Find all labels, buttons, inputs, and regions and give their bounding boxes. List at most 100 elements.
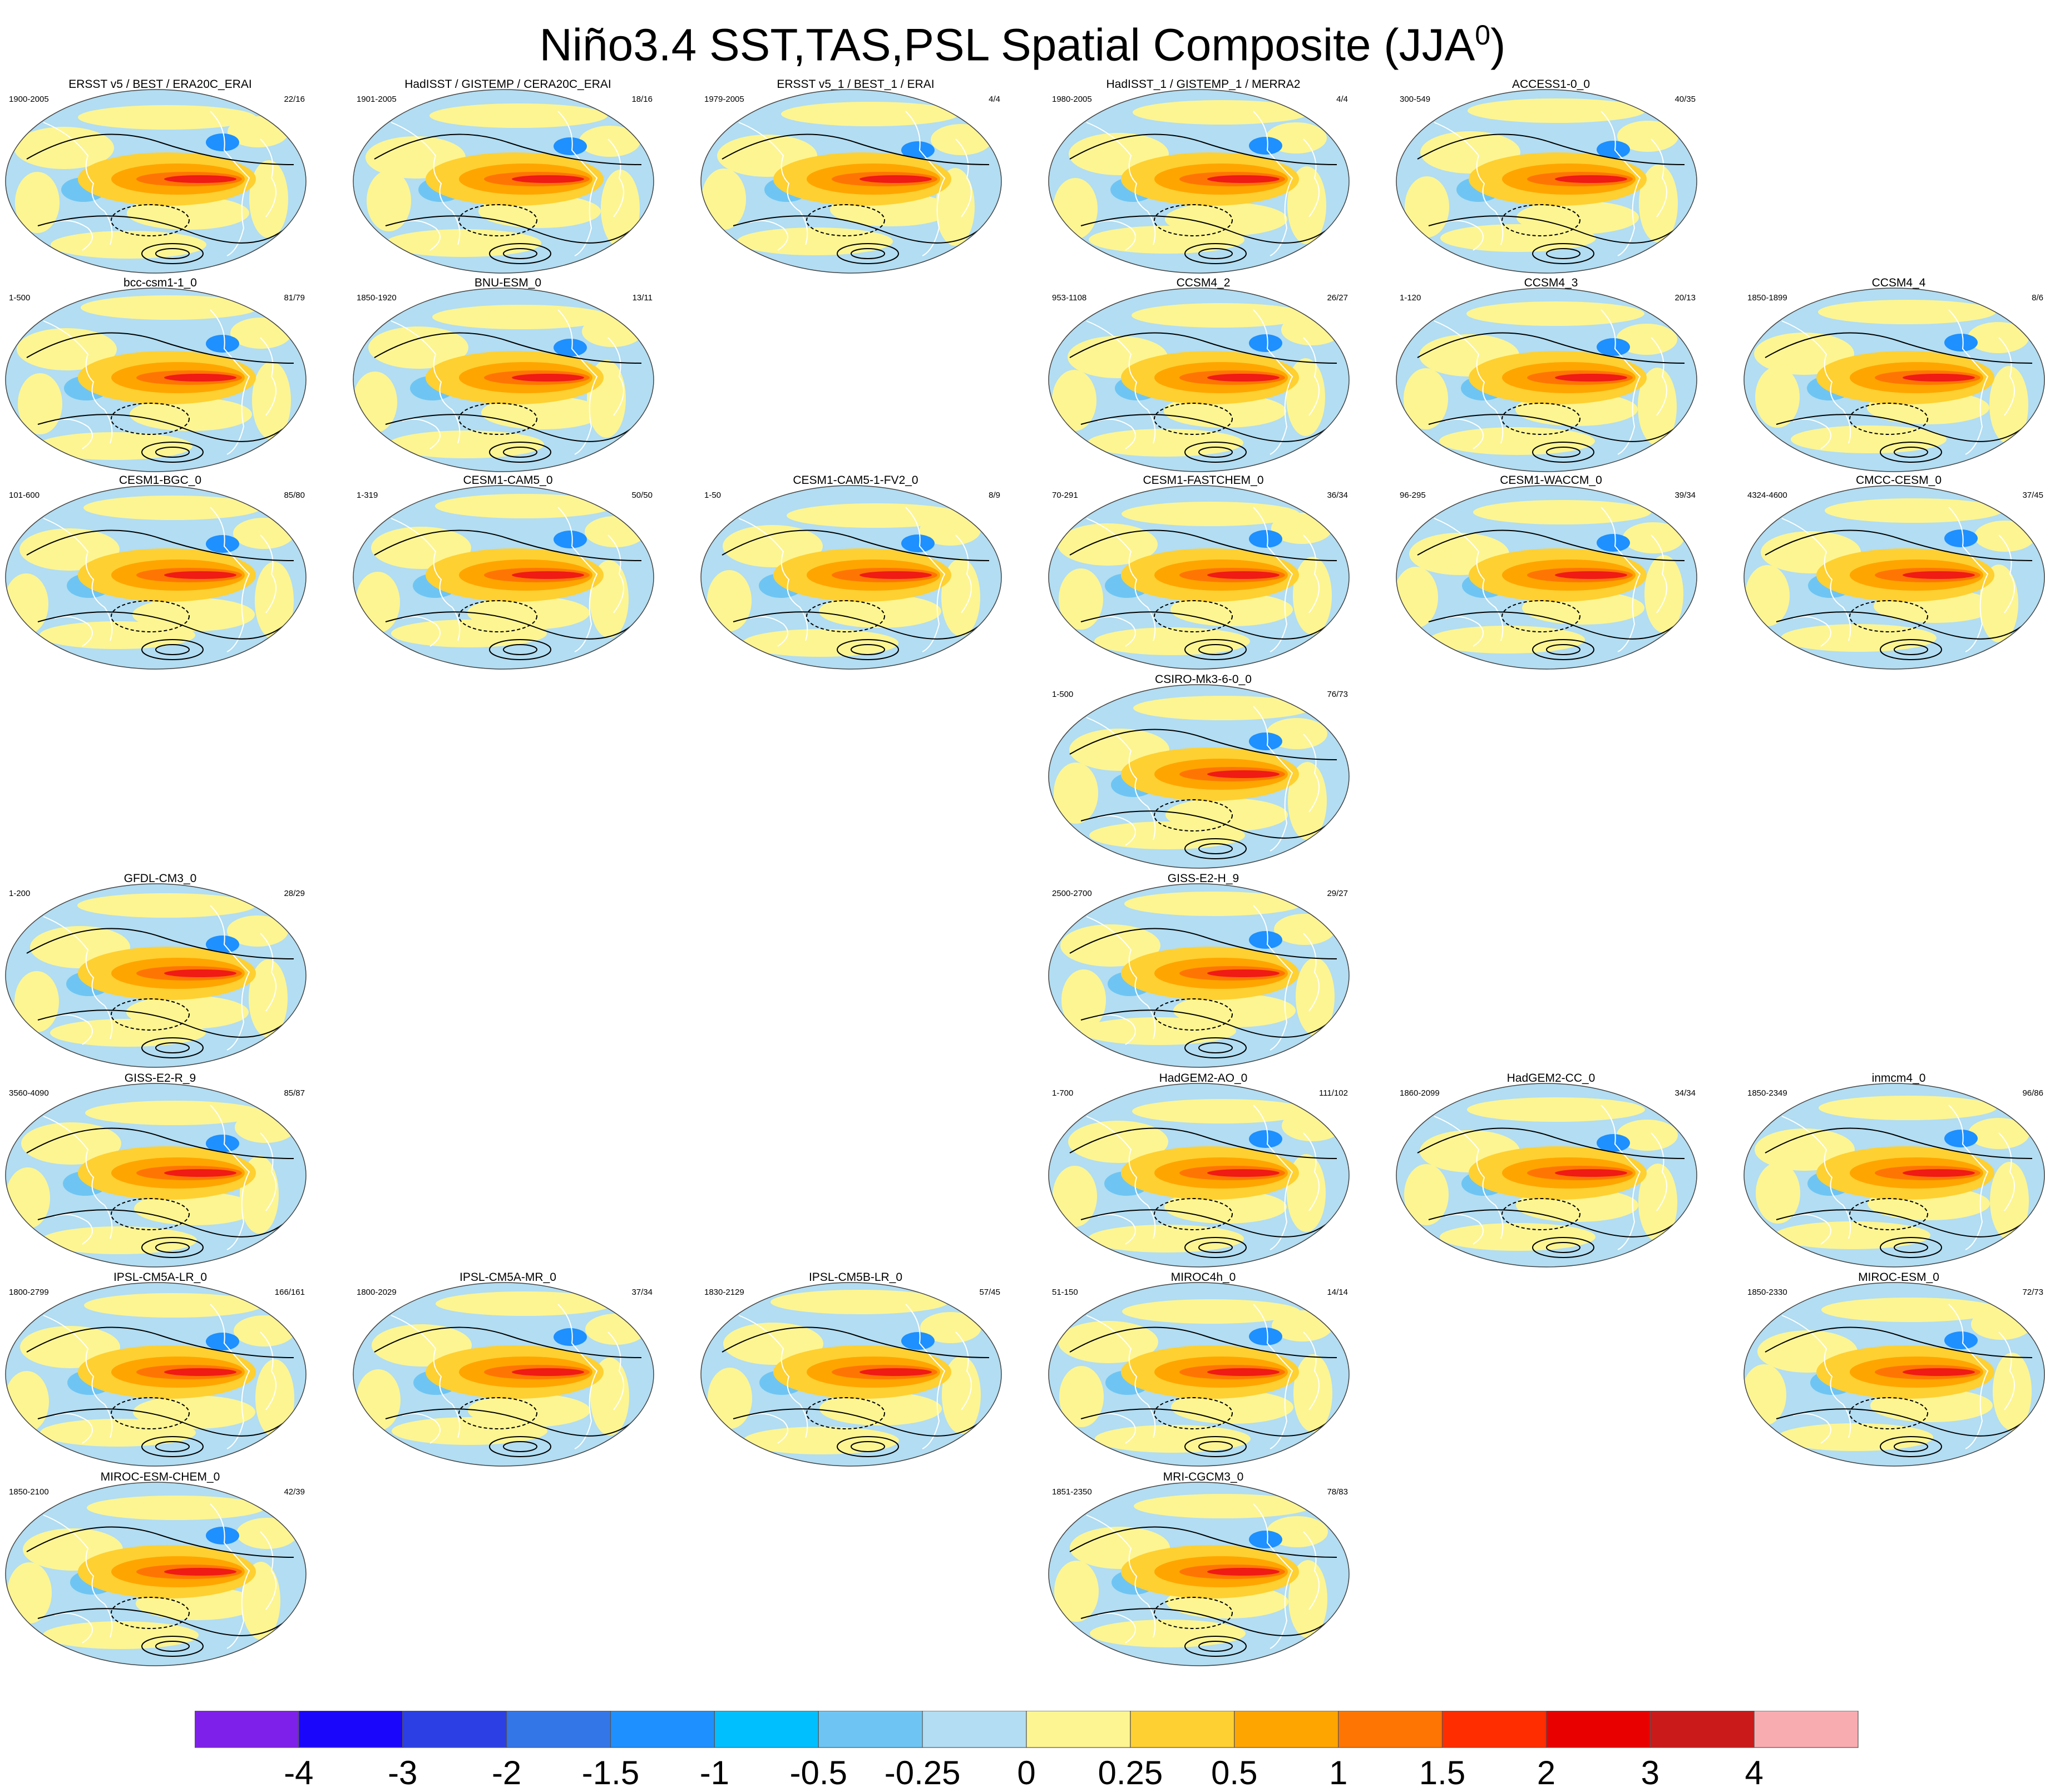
panel-title: CSIRO-Mk3-6-0_0 bbox=[1155, 673, 1252, 686]
psl-contour bbox=[1184, 838, 1247, 859]
panel-count: 26/27 bbox=[1327, 293, 1348, 303]
panel-count: 40/35 bbox=[1674, 95, 1696, 104]
coastline bbox=[1792, 418, 1831, 449]
anomaly-region bbox=[819, 1392, 942, 1425]
enso-tongue bbox=[164, 969, 236, 977]
coastline bbox=[1097, 1014, 1136, 1045]
psl-contour bbox=[851, 1441, 885, 1452]
coastline bbox=[1086, 122, 1156, 245]
coastline bbox=[1303, 337, 1320, 416]
coastline bbox=[1097, 616, 1136, 647]
anomaly-region bbox=[941, 558, 980, 636]
anomaly-region bbox=[1133, 100, 1311, 125]
coastline bbox=[1434, 1116, 1504, 1239]
psl-contour bbox=[141, 1636, 204, 1657]
panel-title: IPSL-CM5B-LR_0 bbox=[808, 1271, 903, 1284]
panel-years: 70-291 bbox=[1052, 491, 1078, 500]
anomaly-region bbox=[1990, 1162, 2029, 1240]
psl-contour-negative bbox=[111, 403, 190, 435]
coastline bbox=[1086, 916, 1156, 1039]
enso-tongue bbox=[1207, 1568, 1280, 1576]
psl-contour-negative bbox=[806, 204, 885, 236]
anomaly-region bbox=[81, 295, 259, 320]
psl-contour bbox=[1184, 1037, 1247, 1058]
coastline bbox=[402, 616, 441, 647]
map-globe bbox=[1048, 883, 1350, 1068]
anomaly-region bbox=[132, 598, 255, 631]
map-globe bbox=[5, 1083, 307, 1268]
colorbar-tick-label: -3 bbox=[388, 1754, 417, 1789]
anomaly-region bbox=[1825, 498, 2003, 523]
map-outline bbox=[1743, 1282, 2045, 1467]
psl-contour bbox=[1428, 215, 1685, 244]
coastline bbox=[1253, 1105, 1293, 1250]
psl-contour bbox=[1546, 644, 1580, 655]
psl-contour-negative bbox=[1154, 600, 1233, 632]
colorbar-tick-label: -0.25 bbox=[885, 1754, 961, 1789]
panel-count: 18/16 bbox=[631, 95, 653, 104]
anomaly-region bbox=[1466, 301, 1644, 326]
map-globe bbox=[353, 288, 654, 472]
psl-contour bbox=[1532, 1237, 1594, 1258]
anomaly-region bbox=[1597, 534, 1630, 552]
psl-contour bbox=[1198, 1042, 1233, 1053]
panel-title: CESM1-BGC_0 bbox=[118, 474, 202, 487]
psl-contour bbox=[733, 611, 990, 640]
psl-contour bbox=[374, 332, 642, 364]
panel-years: 1850-2330 bbox=[1747, 1288, 1787, 1297]
psl-contour bbox=[141, 1436, 204, 1457]
anomaly-region bbox=[1974, 521, 2036, 552]
anomaly-region bbox=[1249, 1328, 1282, 1345]
map-globe bbox=[1396, 1083, 1697, 1268]
panel-title: CESM1-CAM5-1-FV2_0 bbox=[793, 474, 918, 487]
coastline bbox=[1445, 616, 1484, 647]
psl-contour bbox=[1546, 248, 1580, 259]
coastline bbox=[210, 1503, 250, 1649]
coastline bbox=[210, 1304, 250, 1449]
panel-years: 2500-2700 bbox=[1052, 889, 1092, 898]
map-globe bbox=[1396, 288, 1697, 472]
psl-contour bbox=[155, 248, 190, 259]
coastline bbox=[54, 1413, 93, 1444]
colorbar-swatch bbox=[1130, 1711, 1235, 1748]
psl-contour bbox=[1069, 729, 1337, 760]
panel-title: CESM1-WACCM_0 bbox=[1500, 474, 1602, 487]
psl-contour bbox=[374, 133, 642, 165]
anomaly-region bbox=[1090, 1620, 1246, 1647]
psl-contour bbox=[26, 1127, 294, 1159]
coastline bbox=[1651, 337, 1667, 416]
map-globe bbox=[1743, 485, 2045, 670]
psl-contour bbox=[155, 1641, 190, 1652]
panel-count: 4/4 bbox=[989, 95, 1000, 104]
psl-contour bbox=[1069, 529, 1337, 561]
psl-contour-negative bbox=[458, 1397, 537, 1429]
map-panel: CCSM4_4 1850-1899 8/6 bbox=[1743, 276, 2045, 476]
enso-tongue bbox=[512, 571, 584, 579]
psl-contour bbox=[1198, 1641, 1233, 1652]
panel-count: 96/86 bbox=[2022, 1088, 2043, 1098]
panel-count: 37/34 bbox=[631, 1288, 653, 1297]
psl-contour bbox=[1417, 1127, 1685, 1159]
anomaly-region bbox=[39, 621, 195, 649]
map-outline bbox=[1396, 485, 1697, 670]
anomaly-region bbox=[1089, 226, 1244, 254]
panel-years: 1850-1920 bbox=[357, 293, 397, 303]
colorbar-swatch bbox=[922, 1711, 1027, 1748]
anomaly-region bbox=[781, 102, 959, 126]
coastline bbox=[260, 138, 276, 217]
psl-contour bbox=[1546, 447, 1580, 458]
colorbar-tick-label: 2 bbox=[1537, 1754, 1555, 1789]
psl-contour bbox=[37, 1009, 294, 1038]
anomaly-region bbox=[241, 1562, 280, 1640]
anomaly-region bbox=[1293, 557, 1332, 635]
anomaly-region bbox=[1597, 338, 1630, 356]
anomaly-region bbox=[1777, 1423, 1933, 1451]
map-panel: CMCC-CESM_0 4324-4600 37/45 bbox=[1743, 474, 2045, 673]
psl-contour bbox=[374, 529, 642, 561]
anomaly-region bbox=[1094, 627, 1250, 655]
anomaly-region bbox=[554, 1328, 587, 1346]
panel-count: 37/45 bbox=[2022, 491, 2043, 500]
anomaly-region bbox=[1080, 1017, 1236, 1045]
coastline bbox=[1792, 616, 1831, 647]
anomaly-region bbox=[255, 1359, 294, 1437]
